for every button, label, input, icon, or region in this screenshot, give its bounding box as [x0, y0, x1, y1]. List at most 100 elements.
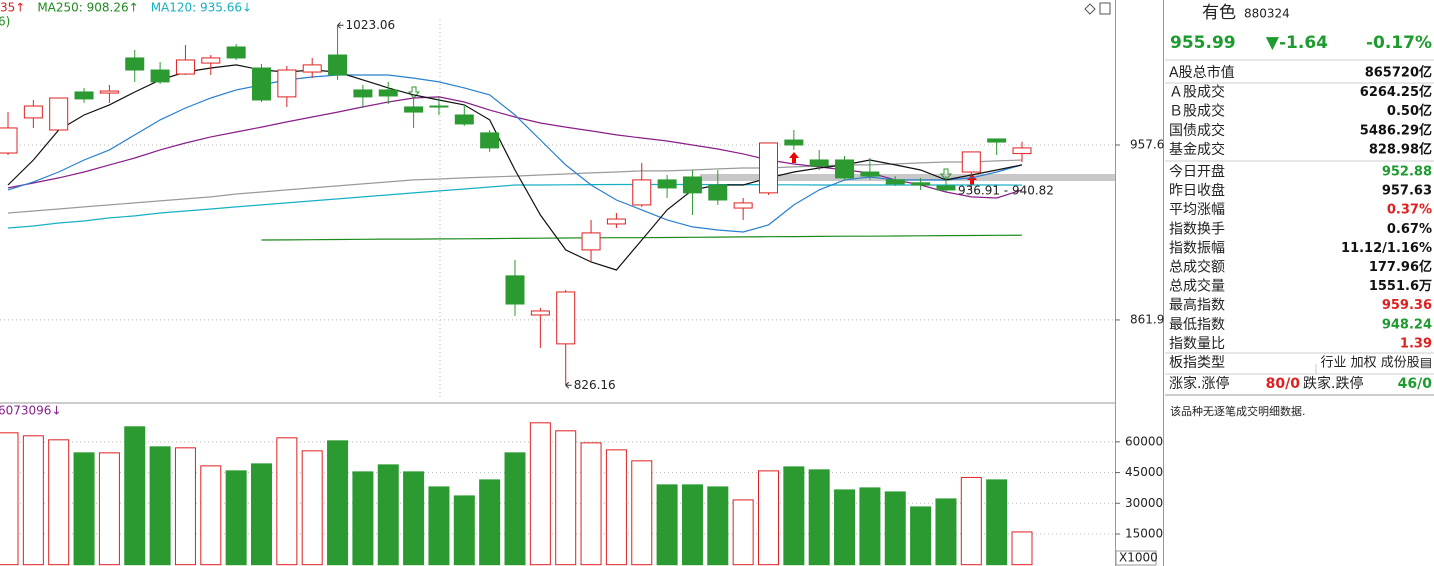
- candle-body: [885, 179, 905, 185]
- high-label: 1023.06: [346, 18, 396, 32]
- legend-entry: MA120: 935.66↓: [151, 1, 252, 15]
- candle-body: [99, 90, 119, 94]
- candle-body: [74, 91, 94, 100]
- candle-body: [125, 57, 145, 71]
- candle-body: [682, 176, 702, 194]
- row-value: 0.67%: [1387, 222, 1432, 237]
- row-label: 平均涨幅: [1169, 202, 1225, 218]
- candle-body: [226, 46, 246, 59]
- candle-body: [353, 89, 373, 98]
- volume-legend: 6073096↓: [0, 404, 62, 418]
- diamond-icon[interactable]: [1084, 3, 1096, 15]
- volume-bar: [504, 452, 526, 566]
- up-count: 80/0: [1266, 376, 1301, 392]
- candle-body: [961, 151, 981, 173]
- row-value: 828.98亿: [1369, 142, 1432, 158]
- volume-bar: [834, 489, 856, 566]
- volume-bar: [732, 499, 754, 566]
- volume-bar: [48, 439, 70, 566]
- up-arrow: [789, 152, 799, 163]
- volume-bar: [808, 469, 830, 566]
- volume-bar: [276, 437, 298, 566]
- moving-average: [7, 74, 1023, 233]
- row-label: Ａ股成交: [1169, 83, 1225, 100]
- row-label: Ｂ股成交: [1169, 103, 1225, 120]
- row-label: 最低指数: [1169, 317, 1225, 333]
- row-value: 11.12/1.16%: [1341, 241, 1432, 256]
- volume-bar: [225, 470, 247, 566]
- row-label: 指数振幅: [1169, 240, 1225, 256]
- down-arrow: [407, 86, 421, 99]
- volume-bar: [327, 440, 349, 566]
- row-value: 5486.29亿: [1360, 122, 1432, 138]
- volume-bar: [124, 426, 146, 566]
- row-value: 177.96亿: [1369, 259, 1432, 275]
- row-label: 指数换手: [1169, 220, 1225, 237]
- candle-body: [49, 97, 69, 131]
- volume-bar: [98, 452, 120, 566]
- volume-bar: [631, 460, 653, 566]
- volume-bar: [403, 471, 425, 566]
- volume-bar: [0, 432, 19, 566]
- row-value: 0.37%: [1387, 203, 1432, 218]
- candle-body: [733, 202, 753, 209]
- volume-bar: [935, 498, 957, 566]
- candle-body: [606, 218, 626, 225]
- volume-bar: [149, 446, 171, 566]
- candle-body: [252, 67, 271, 101]
- volume-bar: [352, 471, 374, 566]
- range-label: 936.91 - 940.82: [958, 184, 1054, 198]
- row-value: 6264.25亿: [1360, 84, 1432, 100]
- volume-bar: [1011, 531, 1033, 566]
- legend-subtitle: 6): [0, 15, 10, 29]
- unit-label: X1000: [1119, 551, 1158, 565]
- volume-bar: [251, 463, 272, 566]
- row-value: 0.50亿: [1387, 103, 1432, 119]
- y-tick-label: 15000: [1125, 526, 1163, 540]
- candle-body: [809, 159, 829, 167]
- volume-bar: [428, 486, 450, 566]
- candle-body: [277, 69, 297, 98]
- candle-body: [0, 127, 18, 154]
- candle-body: [860, 171, 880, 177]
- volume-bar: [453, 495, 475, 566]
- change-pct: -0.17%: [1366, 33, 1432, 53]
- candle-body: [581, 232, 601, 251]
- row-value: 952.88: [1382, 165, 1432, 180]
- extreme-pointer: [337, 21, 344, 29]
- candle-body: [302, 64, 322, 73]
- row-label: 指数量比: [1169, 336, 1225, 352]
- candle-body: [987, 138, 1007, 143]
- price: 955.99: [1170, 33, 1236, 53]
- candle-body: [378, 89, 398, 97]
- volume-bar: [555, 430, 577, 566]
- note: 该品种无逐笔成交明细数据.: [1170, 404, 1306, 418]
- volume-bar: [707, 486, 729, 566]
- volume-bar: [960, 476, 982, 566]
- window-icon[interactable]: [1099, 2, 1111, 15]
- candle-body: [480, 132, 500, 149]
- row-value: 1.39: [1400, 336, 1432, 351]
- candle-body: [505, 275, 525, 305]
- panel-name: 有色: [1202, 3, 1236, 23]
- row-label: 板指类型: [1169, 355, 1225, 371]
- volume-bar: [580, 442, 602, 566]
- row-label: 涨家.涨停: [1169, 375, 1229, 392]
- row-label: 今日开盘: [1169, 163, 1225, 180]
- volume-bar: [859, 487, 881, 566]
- volume-bar: [681, 484, 703, 566]
- candle-body: [175, 59, 195, 75]
- volume-bar: [783, 466, 805, 566]
- type-options[interactable]: 行业 加权 成份股▤: [1320, 355, 1432, 371]
- legend-entry: 35↑: [0, 1, 25, 15]
- candle-body: [759, 142, 778, 194]
- row-value: 948.24: [1382, 317, 1432, 332]
- panel-code: 880324: [1244, 7, 1290, 21]
- candle-body: [936, 185, 956, 191]
- volume-bar: [377, 464, 399, 566]
- volume-bar: [301, 450, 323, 566]
- y-tick-label: 60000: [1125, 434, 1163, 448]
- row-label: 跌家.跌停: [1303, 375, 1363, 392]
- candle-body: [835, 159, 855, 179]
